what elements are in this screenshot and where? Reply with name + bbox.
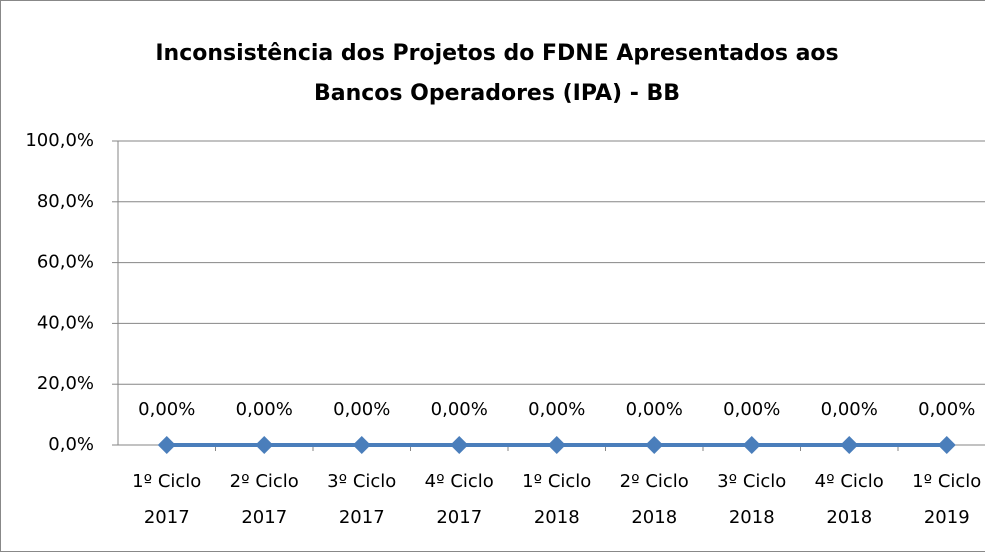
data-label: 0,00%	[918, 399, 975, 420]
y-tick-label: 0,0%	[48, 434, 94, 455]
y-tick-label: 100,0%	[25, 130, 94, 151]
y-tick-label: 20,0%	[37, 373, 94, 394]
x-tick-label: 4º Ciclo 2018	[815, 471, 884, 528]
x-tick-label: 2º Ciclo 2017	[230, 471, 299, 528]
chart-title: Bancos Operadores (IPA) - BB	[314, 81, 680, 106]
y-tick-label: 60,0%	[37, 252, 94, 273]
data-label: 0,00%	[528, 399, 585, 420]
data-label: 0,00%	[236, 399, 293, 420]
x-tick-label: 1º Ciclo 2017	[132, 471, 201, 528]
data-point	[255, 436, 274, 454]
x-tick-label: 1º Ciclo 2019	[912, 471, 981, 528]
x-tick-label: 1º Ciclo 2018	[522, 471, 591, 528]
chart-title: Inconsistência dos Projetos do FDNE Apre…	[155, 41, 838, 66]
data-label: 0,00%	[333, 399, 390, 420]
x-tick-label: 2º Ciclo 2018	[620, 471, 689, 528]
data-point	[157, 436, 176, 454]
x-tick-label: 3º Ciclo 2017	[327, 471, 396, 528]
data-label: 0,00%	[626, 399, 683, 420]
data-label: 0,00%	[431, 399, 488, 420]
y-tick-label: 80,0%	[37, 191, 94, 212]
x-tick-label: 4º Ciclo 2017	[425, 471, 494, 528]
data-point	[840, 436, 859, 454]
data-label: 0,00%	[138, 399, 195, 420]
data-point	[937, 436, 956, 454]
y-tick-label: 40,0%	[37, 312, 94, 333]
data-point	[547, 436, 566, 454]
data-point	[352, 436, 371, 454]
data-label: 0,00%	[821, 399, 878, 420]
x-tick-label: 3º Ciclo 2018	[717, 471, 786, 528]
data-point	[450, 436, 469, 454]
data-point	[645, 436, 664, 454]
data-point	[742, 436, 761, 454]
data-label: 0,00%	[723, 399, 780, 420]
